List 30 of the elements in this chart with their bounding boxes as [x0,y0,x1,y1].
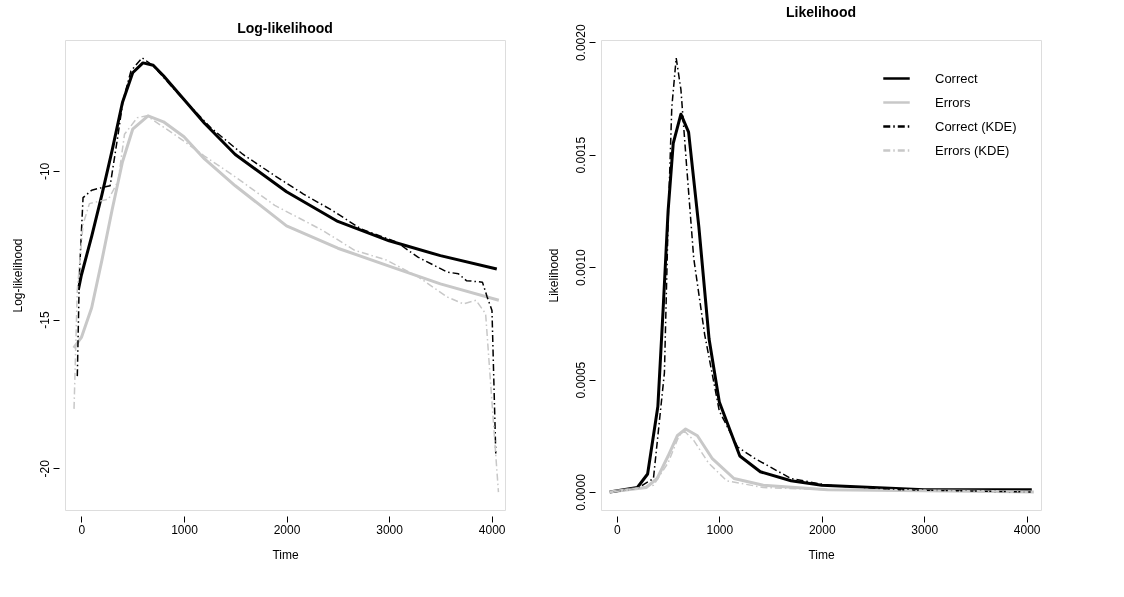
y-tick-label: 0.0020 [573,24,588,62]
x-tick-label: 1000 [706,522,734,537]
x-tick-label: 2000 [273,522,301,537]
legend-label: Errors (KDE) [935,142,1010,158]
legend-label: Correct (KDE) [935,118,1017,134]
y-tick-label: 0.0015 [573,136,588,174]
y-tick-label: -20 [37,459,52,478]
x-axis-title: Time [808,547,835,562]
x-tick-label: 3000 [911,522,939,537]
y-tick-label: 0.0005 [573,361,588,399]
chart-title: Likelihood [786,3,856,20]
line-series [73,115,500,493]
legend-label: Errors [935,94,971,110]
y-axis-title: Likelihood [546,248,561,303]
x-tick-label: 1000 [171,522,199,537]
y-tick-label: -15 [37,311,52,329]
x-tick-label: 2000 [808,522,836,537]
y-axis-title: Log-likelihood [10,238,25,313]
y-tick-label: -10 [37,162,52,181]
x-tick-label: 0 [78,522,86,537]
legend-label: Correct [935,70,979,86]
y-tick-label: 0.0000 [573,473,588,511]
x-tick-label: 4000 [478,522,506,537]
x-tick-label: 3000 [376,522,404,537]
x-tick-label: 0 [614,522,622,537]
x-axis-title: Time [272,547,299,562]
y-tick-label: 0.0010 [573,248,588,286]
chart-title: Log-likelihood [237,20,333,36]
line-series [76,57,497,455]
x-tick-label: 4000 [1013,522,1041,537]
